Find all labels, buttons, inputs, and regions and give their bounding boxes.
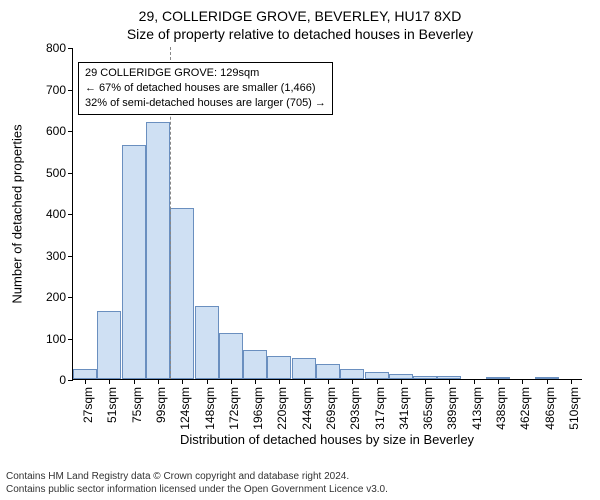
x-tick [158, 379, 159, 384]
x-tick-label: 462sqm [518, 387, 532, 430]
histogram-bar [146, 122, 170, 379]
footer-line-1: Contains HM Land Registry data © Crown c… [6, 471, 594, 484]
y-tick-label: 100 [46, 332, 73, 346]
x-tick [231, 379, 232, 384]
histogram-bar [73, 369, 97, 379]
x-tick [182, 379, 183, 384]
x-tick-label: 510sqm [567, 387, 581, 430]
y-tick-label: 0 [59, 373, 73, 387]
x-tick [498, 379, 499, 384]
histogram-bar [243, 350, 267, 379]
x-tick [279, 379, 280, 384]
histogram-bar [219, 333, 243, 379]
y-tick-label: 600 [46, 124, 73, 138]
x-tick-label: 413sqm [470, 387, 484, 430]
x-tick-label: 220sqm [275, 387, 289, 430]
y-tick-label: 300 [46, 249, 73, 263]
histogram-bar [316, 364, 340, 379]
x-tick [328, 379, 329, 384]
x-tick-label: 27sqm [81, 387, 95, 423]
x-tick [522, 379, 523, 384]
histogram-bar [122, 145, 146, 379]
x-tick [352, 379, 353, 384]
x-tick-label: 317sqm [373, 387, 387, 430]
x-tick [474, 379, 475, 384]
x-tick-label: 269sqm [324, 387, 338, 430]
x-tick [207, 379, 208, 384]
annotation-line-3: 32% of semi-detached houses are larger (… [85, 96, 326, 111]
annotation-box: 29 COLLERIDGE GROVE: 129sqm ← 67% of det… [78, 62, 333, 115]
x-tick-label: 75sqm [130, 387, 144, 423]
x-tick-label: 172sqm [227, 387, 241, 430]
x-tick [134, 379, 135, 384]
x-tick [304, 379, 305, 384]
x-tick-label: 124sqm [178, 387, 192, 430]
x-tick-label: 99sqm [154, 387, 168, 423]
y-tick-label: 800 [46, 41, 73, 55]
x-tick-label: 389sqm [445, 387, 459, 430]
x-tick-label: 365sqm [421, 387, 435, 430]
x-tick [401, 379, 402, 384]
annotation-line-2: ← 67% of detached houses are smaller (1,… [85, 81, 326, 96]
x-tick [425, 379, 426, 384]
x-tick [85, 379, 86, 384]
y-tick-label: 500 [46, 166, 73, 180]
address-title: 29, COLLERIDGE GROVE, BEVERLEY, HU17 8XD [0, 0, 600, 24]
histogram-bar [267, 356, 291, 379]
histogram-bar [292, 358, 316, 379]
x-tick-label: 293sqm [348, 387, 362, 430]
x-tick [255, 379, 256, 384]
y-tick-label: 200 [46, 290, 73, 304]
x-tick [449, 379, 450, 384]
histogram-bar [170, 208, 194, 379]
x-tick-label: 438sqm [494, 387, 508, 430]
x-tick-label: 486sqm [543, 387, 557, 430]
annotation-line-1: 29 COLLERIDGE GROVE: 129sqm [85, 66, 326, 81]
x-tick-label: 341sqm [397, 387, 411, 430]
y-tick-label: 700 [46, 83, 73, 97]
y-tick-label: 400 [46, 207, 73, 221]
histogram-bar [195, 306, 219, 379]
footer-line-2: Contains public sector information licen… [6, 484, 594, 497]
x-tick-label: 196sqm [251, 387, 265, 430]
histogram-bar [365, 372, 389, 379]
x-tick-label: 148sqm [203, 387, 217, 430]
chart-subtitle: Size of property relative to detached ho… [0, 24, 600, 42]
x-tick-label: 244sqm [300, 387, 314, 430]
histogram-bar [340, 369, 364, 379]
x-tick [377, 379, 378, 384]
x-axis-label: Distribution of detached houses by size … [180, 432, 474, 447]
attribution-footer: Contains HM Land Registry data © Crown c… [6, 471, 594, 496]
x-tick-label: 51sqm [105, 387, 119, 423]
x-tick [109, 379, 110, 384]
x-tick [571, 379, 572, 384]
histogram-bar [97, 311, 121, 379]
x-tick [547, 379, 548, 384]
y-axis-label: Number of detached properties [10, 124, 25, 303]
